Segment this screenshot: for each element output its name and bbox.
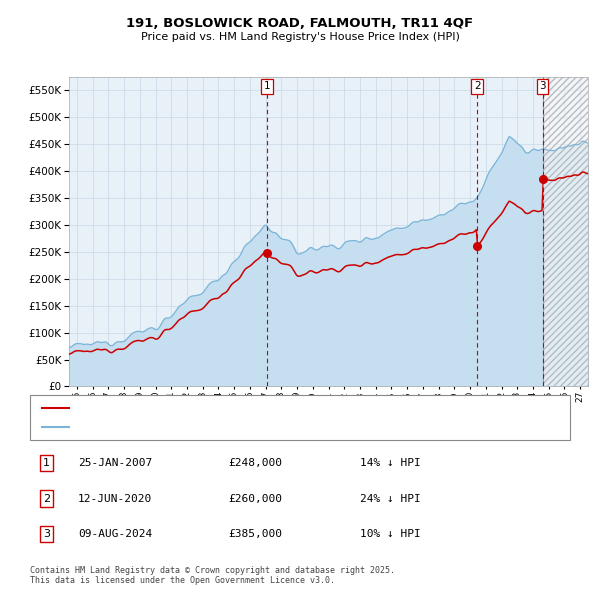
Text: 191, BOSLOWICK ROAD, FALMOUTH, TR11 4QF (detached house): 191, BOSLOWICK ROAD, FALMOUTH, TR11 4QF … xyxy=(75,403,399,412)
Text: Contains HM Land Registry data © Crown copyright and database right 2025.
This d: Contains HM Land Registry data © Crown c… xyxy=(30,566,395,585)
Text: 14% ↓ HPI: 14% ↓ HPI xyxy=(360,458,421,468)
Text: £248,000: £248,000 xyxy=(228,458,282,468)
Text: Price paid vs. HM Land Registry's House Price Index (HPI): Price paid vs. HM Land Registry's House … xyxy=(140,32,460,41)
Text: 12-JUN-2020: 12-JUN-2020 xyxy=(78,494,152,503)
Text: 10% ↓ HPI: 10% ↓ HPI xyxy=(360,529,421,539)
Text: HPI: Average price, detached house, Cornwall: HPI: Average price, detached house, Corn… xyxy=(75,422,302,432)
Text: £260,000: £260,000 xyxy=(228,494,282,503)
Text: 1: 1 xyxy=(43,458,50,468)
Text: 25-JAN-2007: 25-JAN-2007 xyxy=(78,458,152,468)
Text: 2: 2 xyxy=(43,494,50,503)
Text: 09-AUG-2024: 09-AUG-2024 xyxy=(78,529,152,539)
Text: £385,000: £385,000 xyxy=(228,529,282,539)
Text: 3: 3 xyxy=(539,81,546,91)
Polygon shape xyxy=(542,77,588,386)
Text: 3: 3 xyxy=(43,529,50,539)
Text: 1: 1 xyxy=(263,81,270,91)
Text: 24% ↓ HPI: 24% ↓ HPI xyxy=(360,494,421,503)
Text: 2: 2 xyxy=(474,81,481,91)
Text: 191, BOSLOWICK ROAD, FALMOUTH, TR11 4QF: 191, BOSLOWICK ROAD, FALMOUTH, TR11 4QF xyxy=(127,17,473,30)
